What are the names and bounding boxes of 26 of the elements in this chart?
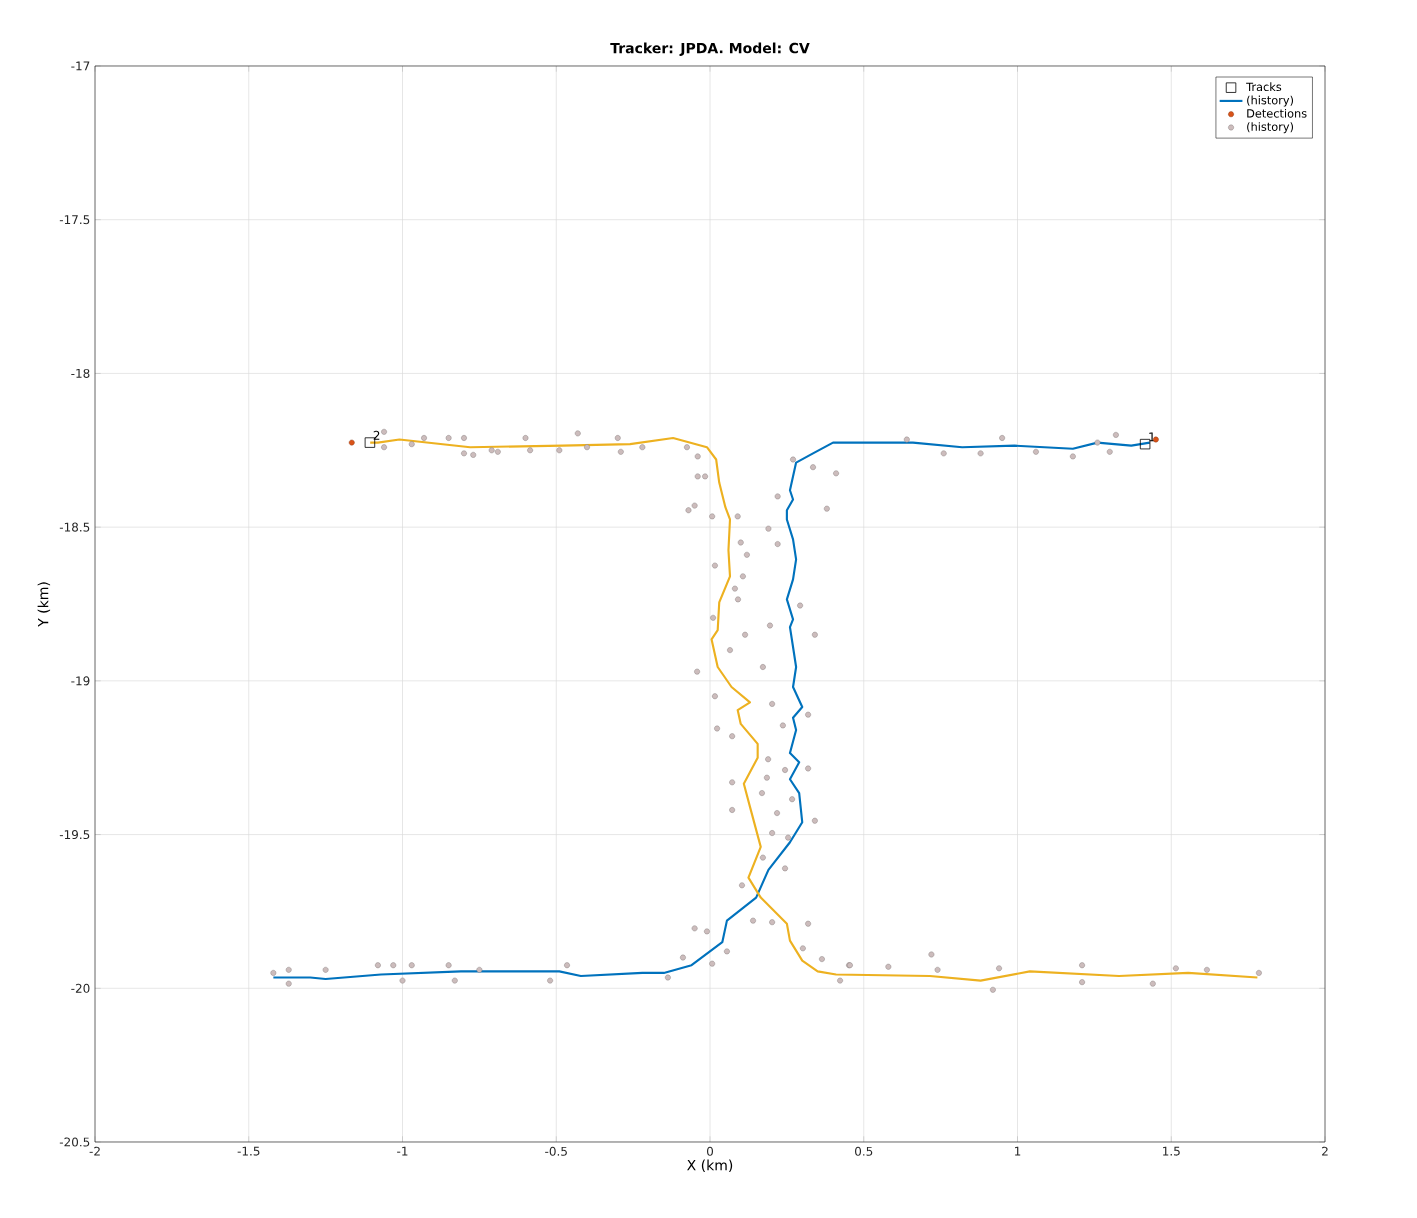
y-tick-label: -20 xyxy=(71,983,90,993)
legend-label: (history) xyxy=(1247,122,1294,134)
chart-title: Tracker: JPDA. Model: CV xyxy=(610,42,810,56)
annotation: 2 xyxy=(373,430,380,440)
x-tick-label: 0 xyxy=(706,1146,714,1156)
x-tick-label: -0.5 xyxy=(545,1146,567,1156)
y-tick-label: -20.5 xyxy=(59,1137,90,1147)
y-axis-title: Y (km) xyxy=(37,582,51,627)
legend-label: Detections xyxy=(1247,108,1307,118)
y-tick-label: -19.5 xyxy=(59,830,90,840)
y-tick-label: -19 xyxy=(71,676,90,686)
y-tick-label: -17 xyxy=(71,61,90,71)
y-tick-label: -18.5 xyxy=(59,522,90,532)
x-tick-label: 0.5 xyxy=(855,1146,873,1156)
x-tick-label: -2 xyxy=(89,1146,100,1156)
y-tick-label: -18 xyxy=(71,368,90,378)
x-tick-label: -1 xyxy=(397,1146,408,1156)
x-tick-label: 1.5 xyxy=(1163,1146,1180,1156)
x-tick-label: -1.5 xyxy=(237,1146,260,1156)
annotation: 1 xyxy=(1149,432,1155,442)
y-tick-label: -17.5 xyxy=(59,215,90,225)
x-tick-label: 2 xyxy=(1322,1146,1328,1156)
legend-label: (history) xyxy=(1247,95,1294,107)
x-axis-title: X (km) xyxy=(687,1159,733,1173)
legend-label: Tracks xyxy=(1246,82,1282,92)
x-tick-label: 1 xyxy=(1015,1146,1021,1156)
